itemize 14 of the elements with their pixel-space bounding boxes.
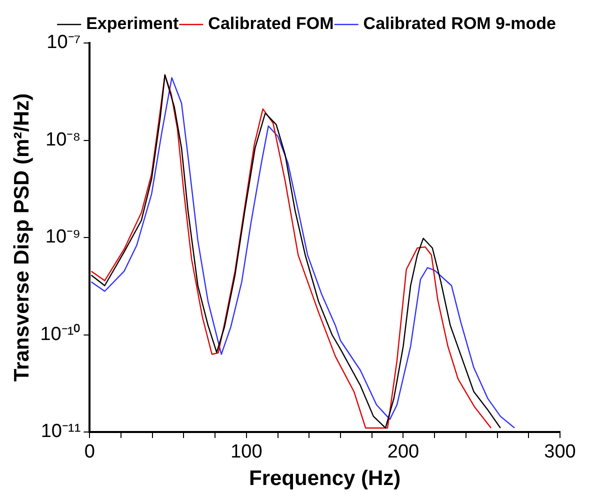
y-tick-label: 10⁻⁹ bbox=[45, 226, 81, 248]
y-tick-label: 10⁻¹¹ bbox=[40, 421, 81, 442]
x-axis-title: Frequency (Hz) bbox=[248, 467, 401, 490]
y-axis-title: Transverse Disp PSD (m²/Hz) bbox=[10, 93, 34, 382]
x-tick-label: 0 bbox=[84, 442, 95, 463]
y-tick-label: 10⁻¹⁰ bbox=[40, 322, 81, 345]
legend-label: Calibrated ROM 9-mode bbox=[363, 14, 556, 34]
y-tick-label: 10⁻⁸ bbox=[46, 129, 81, 150]
legend-label: Experiment bbox=[86, 14, 180, 34]
x-tick-label: 100 bbox=[230, 442, 262, 463]
legend-label: Calibrated FOM bbox=[208, 14, 334, 34]
x-tick-label: 300 bbox=[544, 442, 576, 463]
y-tick-label: 10⁻⁷ bbox=[46, 32, 81, 54]
x-tick-label: 200 bbox=[387, 442, 420, 463]
